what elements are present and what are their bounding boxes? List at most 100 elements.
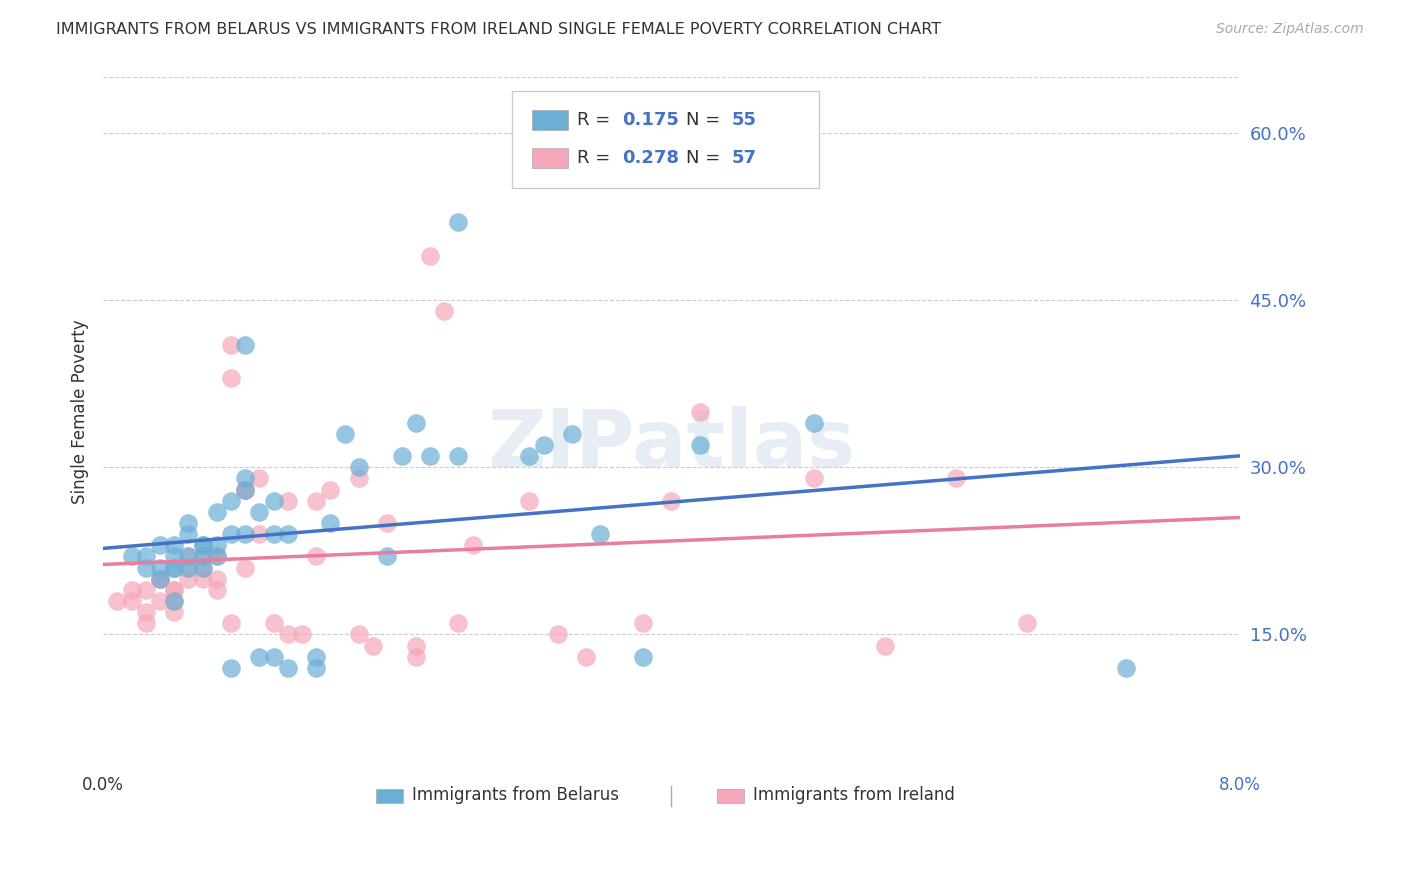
Text: 0.0%: 0.0% <box>82 776 124 794</box>
Point <box>233 338 256 352</box>
Point <box>149 538 172 552</box>
Point <box>447 215 470 229</box>
Text: Immigrants from Ireland: Immigrants from Ireland <box>754 786 955 805</box>
Point <box>661 493 683 508</box>
Point <box>205 505 228 519</box>
Point <box>589 527 612 541</box>
Point <box>149 594 172 608</box>
Point <box>405 639 427 653</box>
Point <box>219 661 242 675</box>
Point <box>873 639 896 653</box>
Text: 0.278: 0.278 <box>623 149 679 167</box>
Point <box>163 594 186 608</box>
Text: R =: R = <box>576 111 616 128</box>
Point <box>419 249 441 263</box>
Point <box>319 483 342 497</box>
Point <box>163 582 186 597</box>
Point <box>135 549 157 564</box>
Point <box>205 582 228 597</box>
Text: R =: R = <box>576 149 616 167</box>
Point <box>347 627 370 641</box>
Text: 55: 55 <box>731 111 756 128</box>
Point <box>205 538 228 552</box>
Point <box>177 516 200 530</box>
Point <box>233 483 256 497</box>
Point <box>135 616 157 631</box>
Point <box>263 527 285 541</box>
Point <box>163 605 186 619</box>
Point <box>121 594 143 608</box>
Point <box>561 426 583 441</box>
Point <box>277 661 299 675</box>
Point <box>319 516 342 530</box>
Point <box>263 493 285 508</box>
Point <box>191 538 214 552</box>
Point <box>1115 661 1137 675</box>
Y-axis label: Single Female Poverty: Single Female Poverty <box>72 319 89 504</box>
Point <box>191 560 214 574</box>
Point <box>305 649 328 664</box>
Text: 8.0%: 8.0% <box>1219 776 1261 794</box>
Point <box>121 549 143 564</box>
Point <box>149 572 172 586</box>
Point <box>177 527 200 541</box>
Point <box>945 471 967 485</box>
FancyBboxPatch shape <box>531 110 568 129</box>
Point <box>263 616 285 631</box>
Point <box>375 549 398 564</box>
Point <box>233 471 256 485</box>
Point <box>263 649 285 664</box>
Point <box>163 538 186 552</box>
Point <box>291 627 314 641</box>
Point <box>135 582 157 597</box>
Point <box>547 627 569 641</box>
Point <box>205 572 228 586</box>
Point <box>105 594 128 608</box>
Point <box>277 627 299 641</box>
Point <box>191 549 214 564</box>
Point <box>205 549 228 564</box>
Point <box>191 538 214 552</box>
Point <box>249 505 271 519</box>
Text: 0.175: 0.175 <box>623 111 679 128</box>
Point <box>219 493 242 508</box>
Point <box>177 572 200 586</box>
Point <box>447 449 470 463</box>
Point <box>361 639 384 653</box>
Point <box>219 338 242 352</box>
Point <box>419 449 441 463</box>
Point <box>519 449 541 463</box>
FancyBboxPatch shape <box>531 147 568 168</box>
Point <box>803 416 825 430</box>
Point <box>689 438 711 452</box>
Point <box>149 572 172 586</box>
Point <box>519 493 541 508</box>
Point <box>149 560 172 574</box>
Point <box>163 549 186 564</box>
Point <box>533 438 555 452</box>
Point <box>219 527 242 541</box>
Point <box>305 493 328 508</box>
Point <box>803 471 825 485</box>
Point <box>631 616 654 631</box>
Point <box>1015 616 1038 631</box>
Point <box>405 416 427 430</box>
Point <box>631 649 654 664</box>
Point <box>163 594 186 608</box>
Point <box>177 549 200 564</box>
Point <box>333 426 356 441</box>
Point <box>447 616 470 631</box>
Point <box>219 616 242 631</box>
Point <box>277 493 299 508</box>
Point <box>347 460 370 475</box>
Point <box>149 572 172 586</box>
Text: N =: N = <box>686 111 727 128</box>
Point <box>391 449 413 463</box>
Point <box>233 527 256 541</box>
Point <box>219 371 242 385</box>
Point <box>233 560 256 574</box>
Point <box>177 549 200 564</box>
Point <box>405 649 427 664</box>
Point <box>249 649 271 664</box>
Point <box>433 304 456 318</box>
